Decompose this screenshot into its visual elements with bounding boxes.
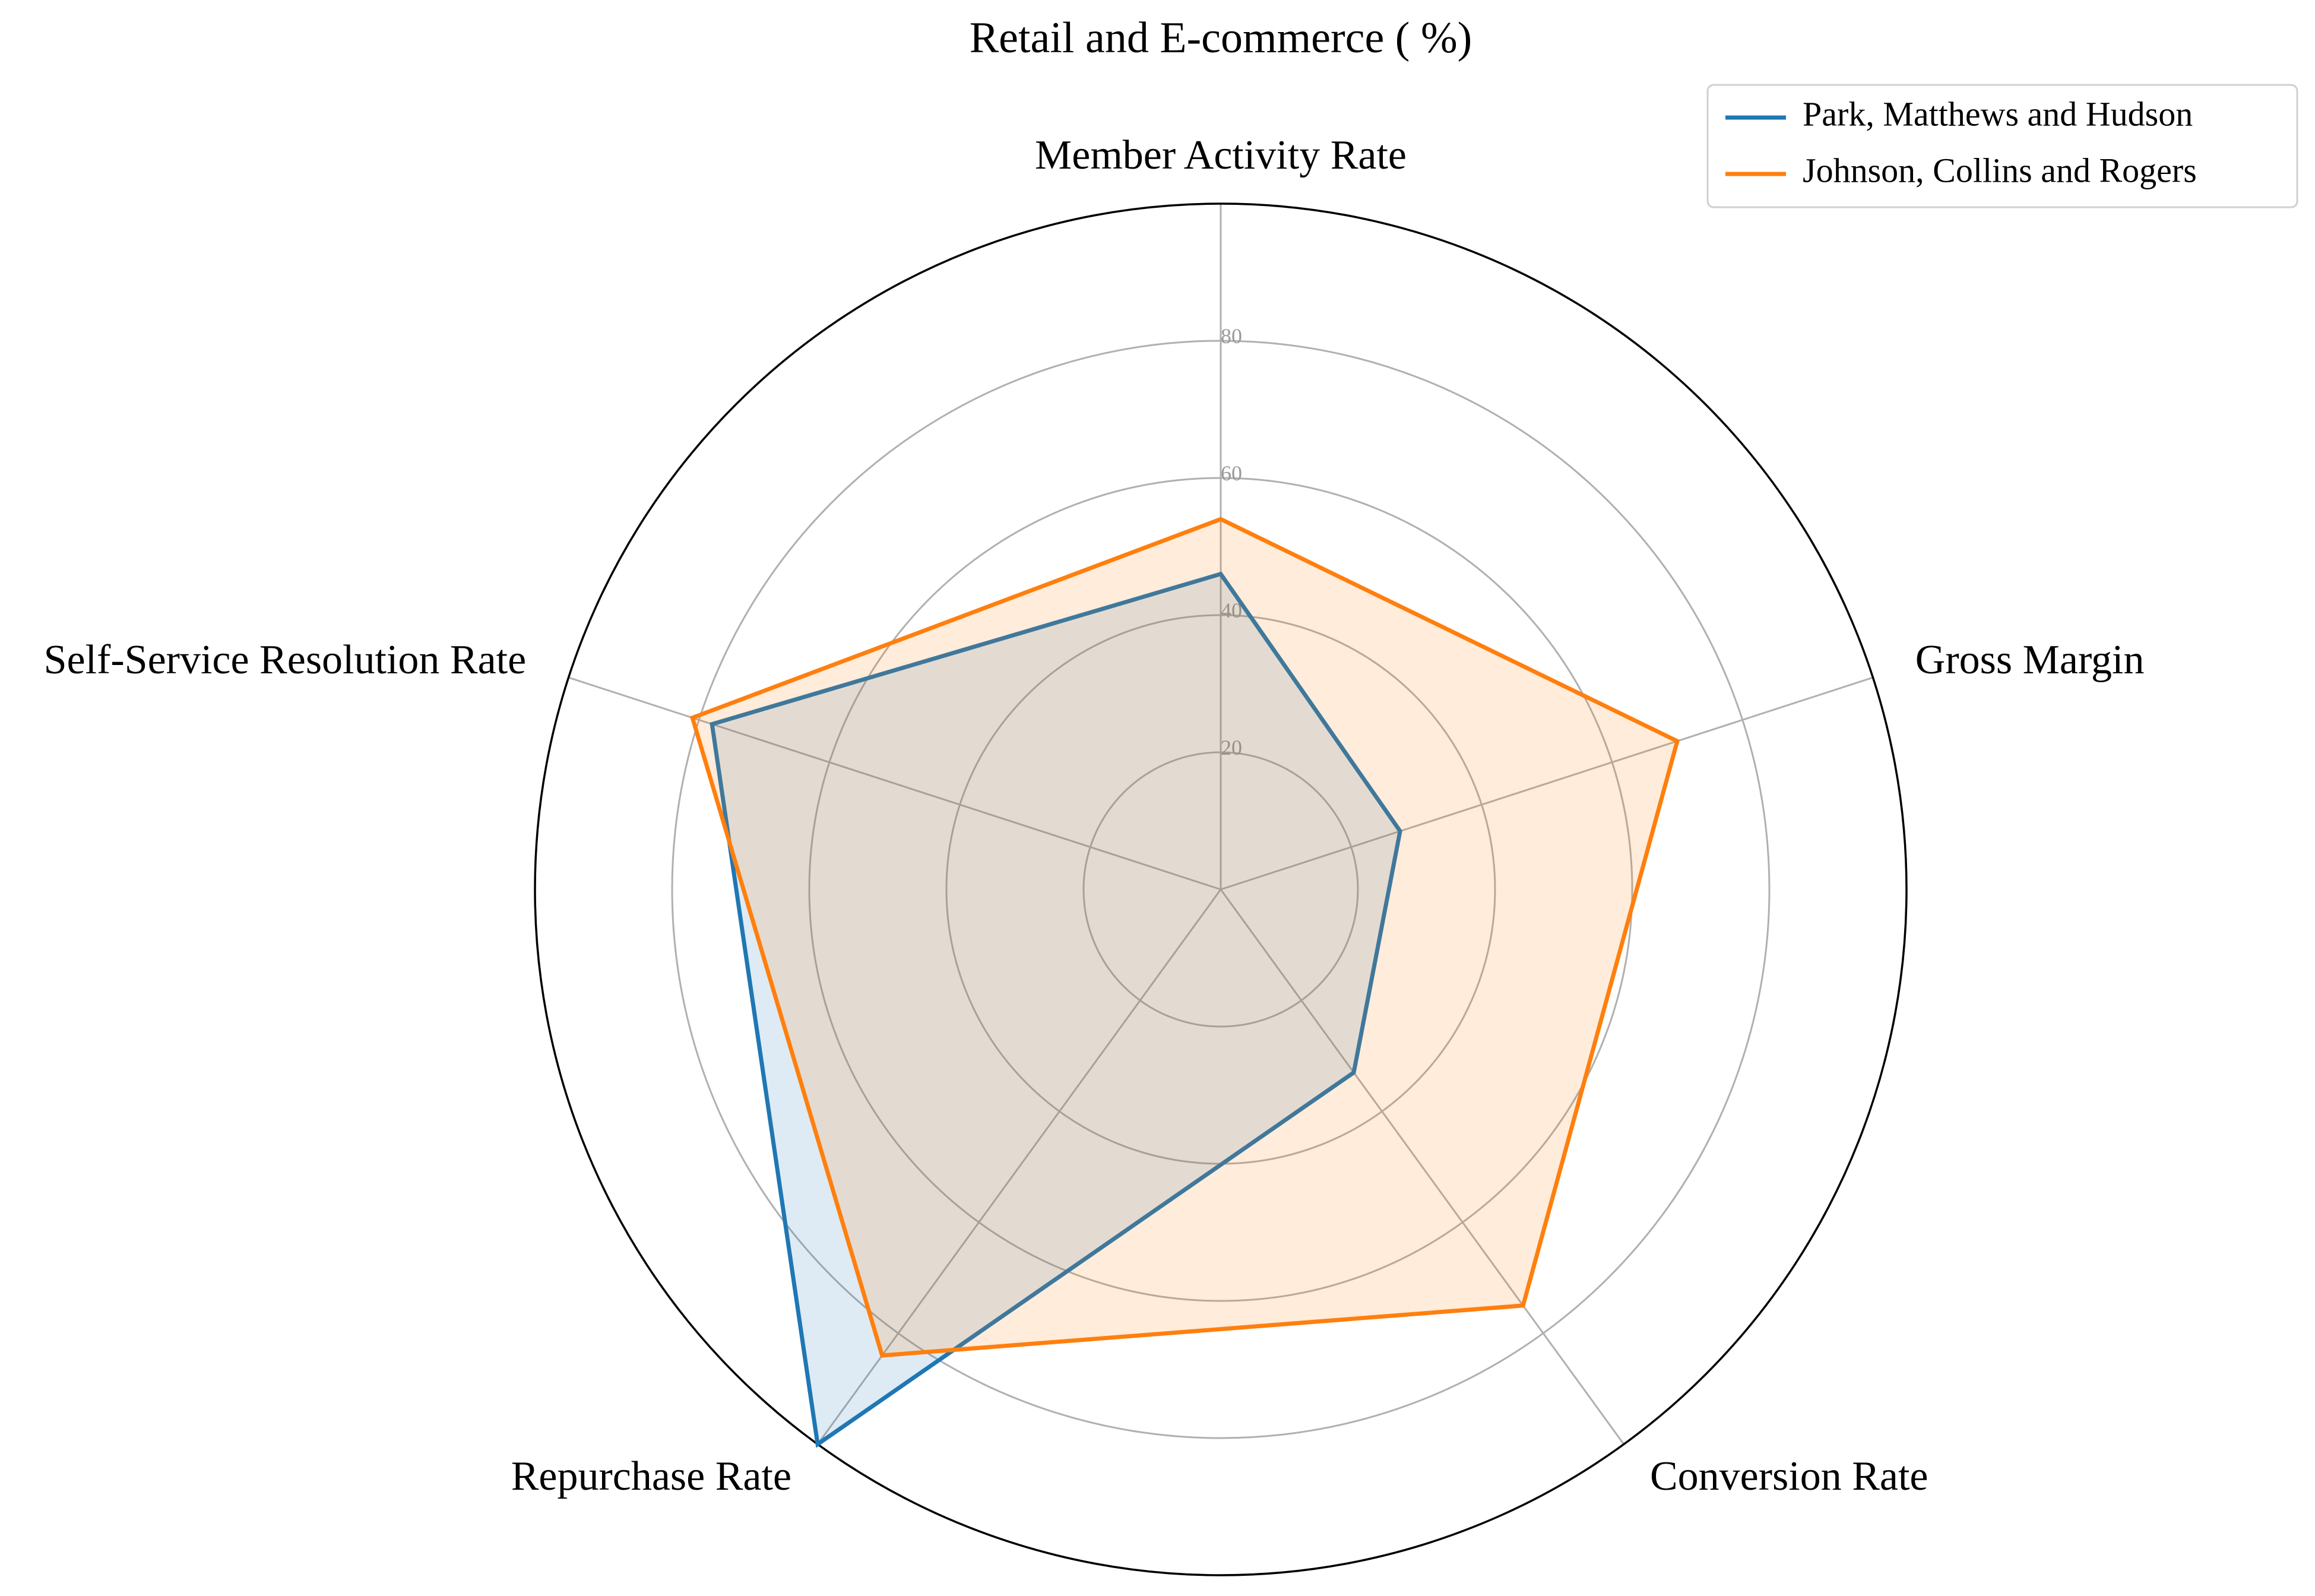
r-tick-label: 20 <box>1221 736 1242 759</box>
r-tick-label: 60 <box>1221 461 1242 485</box>
radar-series <box>689 517 1680 1448</box>
axis-label: Repurchase Rate <box>511 1454 791 1499</box>
series-area-1 <box>692 519 1677 1356</box>
legend-label: Johnson, Collins and Rogers <box>1803 151 2197 189</box>
axis-label: Self-Service Resolution Rate <box>44 637 527 683</box>
axis-label: Member Activity Rate <box>1035 132 1407 178</box>
grid-spoke <box>1220 676 1873 891</box>
legend-frame <box>1706 84 2298 208</box>
r-tick-label: 80 <box>1221 324 1242 348</box>
chart-title: Retail and E-commerce ( %) <box>970 14 1472 62</box>
legend-label: Park, Matthews and Hudson <box>1803 94 2193 133</box>
grid-spoke <box>816 889 1222 1445</box>
axis-label: Gross Margin <box>1915 637 2145 683</box>
series-line-0 <box>710 571 1402 1448</box>
series-area-0 <box>712 574 1401 1445</box>
grid-spoke <box>568 676 1221 891</box>
axis-label: Conversion Rate <box>1650 1454 1928 1499</box>
series-line-1 <box>689 517 1680 1358</box>
grid-spoke <box>1220 889 1625 1445</box>
legend: Park, Matthews and Hudson Johnson, Collin… <box>1706 84 2298 208</box>
axis-labels: Member Activity Rate Gross Margin Conversi… <box>44 132 2145 1499</box>
outer-frame <box>534 202 1908 1576</box>
